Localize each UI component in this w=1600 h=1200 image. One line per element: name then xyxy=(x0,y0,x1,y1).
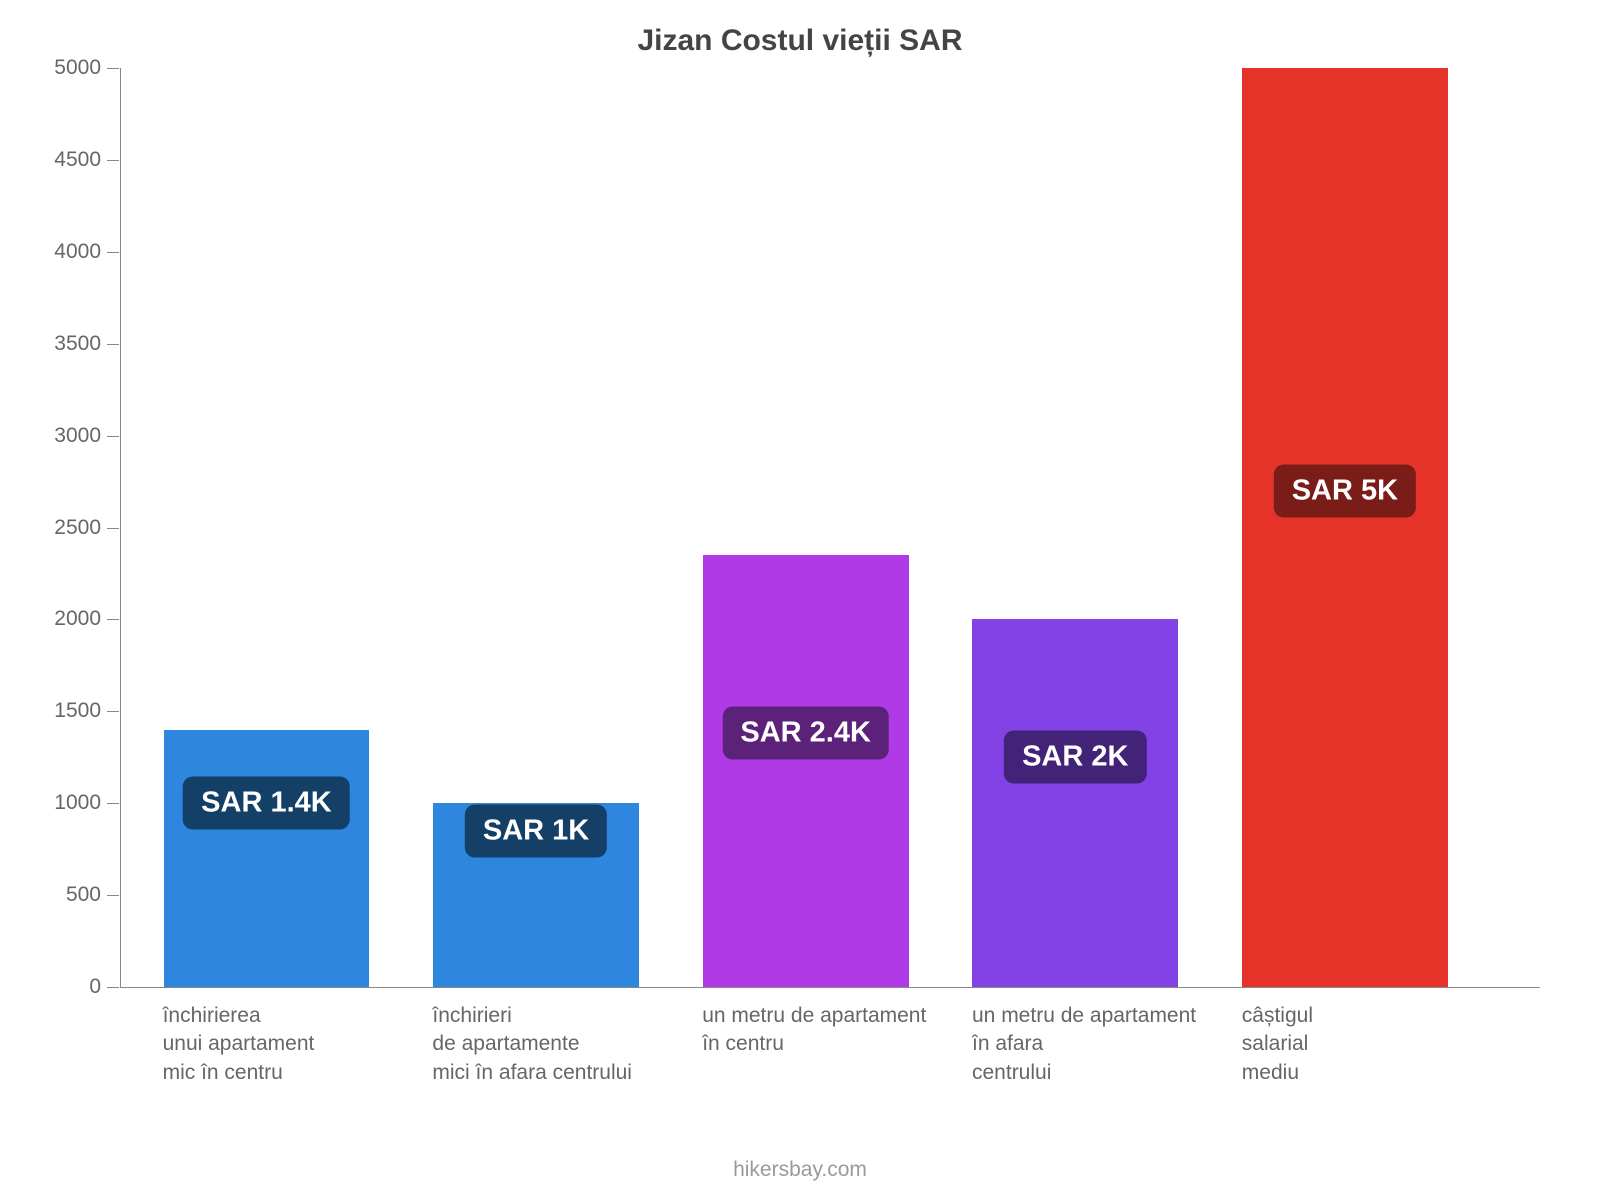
y-tick-label: 2500 xyxy=(41,516,101,540)
y-tick xyxy=(107,895,119,896)
chart-title: Jizan Costul vieții SAR xyxy=(40,24,1560,58)
y-tick-label: 500 xyxy=(41,883,101,907)
y-tick-label: 5000 xyxy=(41,56,101,80)
y-tick xyxy=(107,160,119,161)
y-tick-label: 3500 xyxy=(41,332,101,356)
bars-layer: SAR 1.4K SAR 1K SAR 2.4K SAR 2K SAR 5K xyxy=(121,68,1540,987)
y-tick xyxy=(107,436,119,437)
y-tick-label: 2000 xyxy=(41,607,101,631)
y-tick-label: 4500 xyxy=(41,148,101,172)
y-tick-label: 4000 xyxy=(41,240,101,264)
bar: SAR 5K xyxy=(1242,68,1448,987)
value-badge: SAR 1.4K xyxy=(183,777,350,830)
x-axis-label: un metru de apartamentîn centru xyxy=(702,1002,972,1059)
y-tick xyxy=(107,344,119,345)
value-badge: SAR 1K xyxy=(465,804,607,857)
y-tick-label: 0 xyxy=(41,975,101,999)
y-tick xyxy=(107,528,119,529)
y-tick-label: 1500 xyxy=(41,699,101,723)
bar: SAR 1.4K xyxy=(164,730,370,987)
y-tick xyxy=(107,68,119,69)
footer-credit: hikersbay.com xyxy=(40,1158,1560,1182)
y-tick xyxy=(107,987,119,988)
x-axis-label: un metru de apartamentîn afaracentrului xyxy=(972,1002,1242,1087)
y-tick xyxy=(107,619,119,620)
y-tick xyxy=(107,711,119,712)
x-axis-label: închiriereaunui apartamentmic în centru xyxy=(163,1002,433,1087)
chart-container: Jizan Costul vieții SAR SAR 1.4KSAR 1KSA… xyxy=(0,0,1600,1200)
plot-area: SAR 1.4KSAR 1KSAR 2.4KSAR 2KSAR 5K 05001… xyxy=(120,68,1540,988)
y-tick xyxy=(107,252,119,253)
y-tick xyxy=(107,803,119,804)
bar: SAR 2.4K xyxy=(703,555,909,987)
value-badge: SAR 2K xyxy=(1004,731,1146,784)
x-axis-labels: închiriereaunui apartamentmic în centruî… xyxy=(120,988,1540,1128)
value-badge: SAR 5K xyxy=(1274,464,1416,517)
y-tick-label: 1000 xyxy=(41,791,101,815)
bar: SAR 1K xyxy=(433,803,639,987)
bar: SAR 2K xyxy=(972,619,1178,987)
y-tick-label: 3000 xyxy=(41,424,101,448)
x-axis-label: închirieride apartamentemici în afara ce… xyxy=(432,1002,702,1087)
x-axis-label: câștigulsalarialmediu xyxy=(1242,1002,1512,1087)
value-badge: SAR 2.4K xyxy=(722,707,889,760)
